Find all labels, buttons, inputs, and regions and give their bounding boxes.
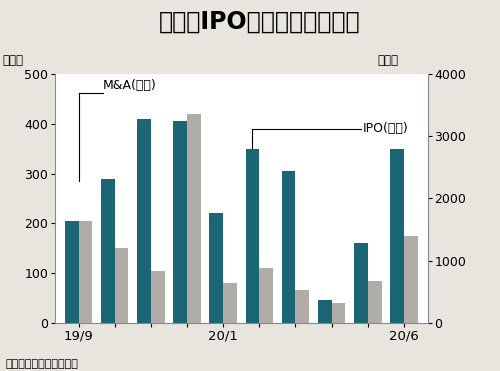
Bar <box>246 149 260 323</box>
Bar <box>210 213 223 323</box>
Bar <box>332 303 345 323</box>
Bar <box>354 243 368 323</box>
Bar <box>114 248 128 323</box>
Bar <box>390 149 404 323</box>
Bar <box>151 270 164 323</box>
Bar <box>282 171 296 323</box>
Bar <box>404 236 417 323</box>
Bar <box>296 290 309 323</box>
Bar <box>65 221 78 323</box>
Bar <box>187 114 200 323</box>
Bar <box>318 301 332 323</box>
Text: 億ドル: 億ドル <box>2 54 24 67</box>
Text: （出所）リフィニティブ: （出所）リフィニティブ <box>5 359 78 369</box>
Text: IPO(左軸): IPO(左軸) <box>362 122 408 135</box>
Text: ６月のIPOの規模は今年最大: ６月のIPOの規模は今年最大 <box>159 9 361 33</box>
Text: 億ドル: 億ドル <box>378 54 398 67</box>
Bar <box>368 280 382 323</box>
Bar <box>174 121 187 323</box>
Bar <box>78 221 92 323</box>
Text: M&A(右軸): M&A(右軸) <box>103 79 157 92</box>
Bar <box>260 268 273 323</box>
Bar <box>137 119 151 323</box>
Bar <box>223 283 237 323</box>
Bar <box>101 178 114 323</box>
